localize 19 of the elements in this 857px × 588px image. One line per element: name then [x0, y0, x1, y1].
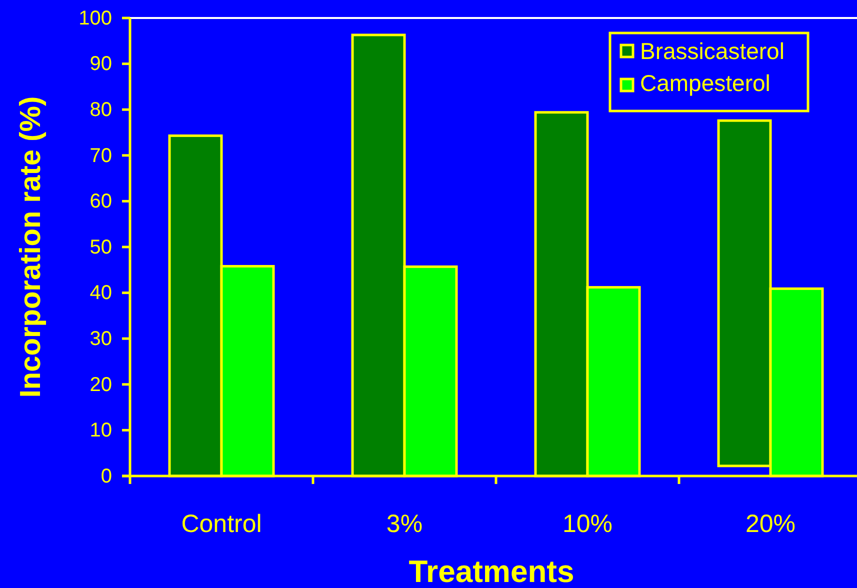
y-tick-label: 70	[90, 144, 112, 167]
legend-label: Campesterol	[640, 70, 770, 96]
y-tick-label: 50	[90, 236, 112, 258]
legend-label: Brassicasterol	[640, 38, 784, 64]
x-tick-label: 3%	[386, 510, 423, 538]
x-tick-label: 10%	[562, 510, 613, 538]
y-tick-label: 20	[90, 374, 112, 396]
x-axis-title: Treatments	[408, 554, 574, 588]
x-tick-label: Control	[181, 510, 262, 538]
y-tick-label: 0	[100, 465, 112, 488]
y-tick-label: 40	[90, 282, 112, 304]
y-tick-label: 10	[90, 420, 112, 442]
x-tick-label: 20%	[745, 510, 796, 538]
y-tick-label: 30	[90, 328, 112, 350]
y-axis-title: Incorporation rate (%)	[15, 96, 47, 398]
y-tick-label: 80	[90, 99, 112, 121]
y-tick-label: 90	[90, 53, 112, 76]
y-tick-label: 60	[90, 190, 112, 213]
y-tick-label: 100	[78, 7, 112, 30]
